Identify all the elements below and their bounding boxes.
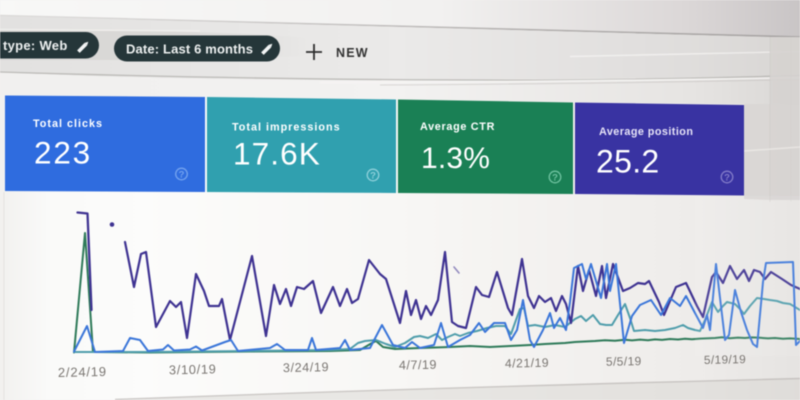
svg-text:3/10/19: 3/10/19: [169, 361, 217, 377]
svg-text:Total clicks: Total clicks: [33, 118, 103, 130]
svg-text:Average position: Average position: [599, 126, 693, 138]
svg-text:5/19/19: 5/19/19: [704, 352, 746, 367]
svg-text:3/24/19: 3/24/19: [283, 360, 330, 375]
svg-text:?: ?: [179, 170, 185, 181]
svg-text:17.6K: 17.6K: [233, 136, 321, 172]
svg-text:5/5/19: 5/5/19: [606, 354, 642, 369]
svg-text:type: Web: type: Web: [3, 38, 68, 53]
svg-text:Total impressions: Total impressions: [232, 122, 341, 134]
svg-text:NEW: NEW: [336, 46, 369, 60]
svg-text:1.3%: 1.3%: [421, 142, 490, 175]
svg-text:223: 223: [34, 135, 92, 171]
svg-text:?: ?: [370, 171, 376, 182]
svg-text:4/7/19: 4/7/19: [399, 358, 437, 373]
svg-text:Date: Last 6 months: Date: Last 6 months: [126, 42, 253, 57]
svg-text:?: ?: [552, 173, 558, 184]
svg-text:2/24/19: 2/24/19: [58, 364, 107, 380]
svg-text:Average CTR: Average CTR: [420, 121, 495, 133]
svg-text:4/21/19: 4/21/19: [505, 356, 549, 371]
svg-text:25.2: 25.2: [596, 144, 659, 180]
svg-text:?: ?: [724, 173, 730, 184]
